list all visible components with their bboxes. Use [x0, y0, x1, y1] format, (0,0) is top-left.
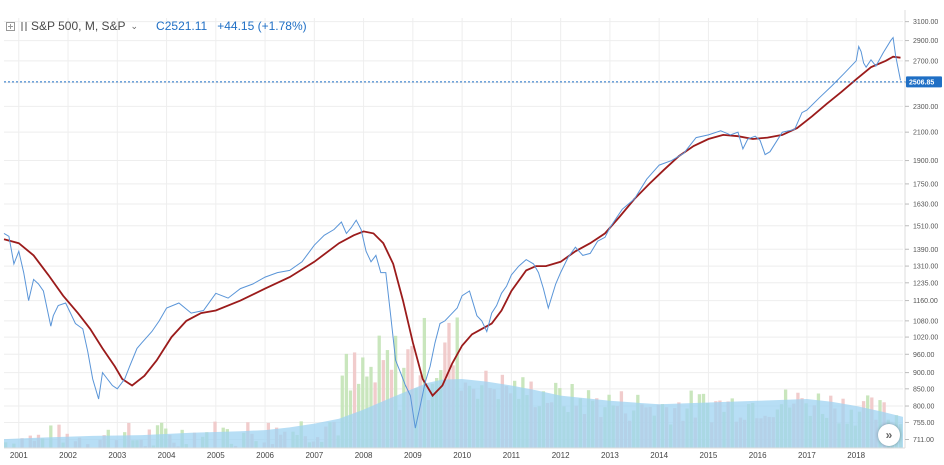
y-tick-label: 800.00: [913, 404, 935, 411]
y-tick-label: 1390.00: [913, 247, 938, 254]
y-tick-label: 850.00: [913, 386, 935, 393]
y-tick-label: 1160.00: [913, 298, 938, 305]
y-axis: 3100.002900.002700.002500.002300.002100.…: [904, 10, 938, 448]
chevron-down-icon[interactable]: ⌄: [130, 20, 139, 31]
x-axis: 2001 2002 2003 2004 2005 2006 2007 2008 2009 2010…: [4, 447, 905, 460]
close-label: C: [156, 19, 165, 33]
y-tick-label: 2700.00: [913, 58, 938, 65]
x-tick-label: 2018: [847, 451, 865, 460]
y-tick-label: 960.00: [913, 352, 935, 359]
x-tick-label: 2003: [108, 451, 126, 460]
price-line: [3, 36, 901, 429]
volume-bar: [49, 425, 53, 448]
close-value: 2521.11: [164, 19, 208, 33]
y-tick-label: 1310.00: [913, 264, 938, 271]
y-tick-label: 711.00: [913, 437, 934, 444]
x-tick-label: 2017: [798, 451, 816, 460]
close-price: C2521.11: [156, 19, 207, 33]
pause-icon[interactable]: [21, 21, 27, 31]
y-tick-label: 1235.00: [913, 280, 938, 287]
volume-bar: [340, 375, 344, 448]
y-tick-label: 1080.00: [913, 318, 938, 325]
volume-bar: [361, 357, 365, 448]
x-tick-label: 2010: [453, 451, 471, 460]
x-tick-label: 2006: [256, 451, 274, 460]
price-change: +44.15 (+1.78%): [217, 19, 307, 33]
y-tick-label: 900.00: [913, 370, 935, 377]
y-tick-label: 2300.00: [913, 104, 938, 111]
y-tick-label: 1750.00: [913, 181, 938, 188]
y-tick-label: 3100.00: [913, 19, 938, 26]
volume-bar: [352, 352, 357, 448]
current-price-badge: 2506.85: [906, 76, 942, 88]
x-tick-label: 2008: [355, 451, 373, 460]
x-tick-label: 2001: [10, 451, 28, 460]
x-tick-label: 2004: [158, 451, 176, 460]
y-tick-label: 1020.00: [913, 335, 938, 342]
current-price-label: 2506.85: [909, 79, 934, 86]
volume-bar: [344, 353, 349, 448]
moving-average-line: [3, 55, 901, 398]
expand-icon[interactable]: [6, 21, 15, 31]
volume-bar: [385, 350, 390, 448]
x-tick-label: 2002: [59, 451, 77, 460]
volume-area: [4, 379, 903, 448]
volume-bar: [57, 424, 61, 448]
y-tick-label: 755.00: [913, 420, 935, 427]
x-tick-label: 2015: [700, 451, 718, 460]
chart-header: S&P 500, M, S&P ⌄ C2521.11 +44.15 (+1.78…: [6, 18, 307, 34]
y-tick-label: 2900.00: [913, 38, 938, 45]
x-tick-label: 2016: [749, 451, 767, 460]
volume-bar: [377, 335, 381, 448]
symbol-label[interactable]: S&P 500, M, S&P: [31, 19, 126, 33]
volume-bar: [393, 335, 398, 448]
x-tick-label: 2007: [305, 451, 323, 460]
x-tick-label: 2013: [601, 451, 619, 460]
x-tick-label: 2011: [503, 451, 521, 460]
x-tick-label: 2005: [207, 451, 225, 460]
y-tick-label: 2100.00: [913, 130, 938, 137]
double-chevron-right-icon: »: [885, 428, 893, 442]
x-tick-label: 2012: [552, 451, 570, 460]
volume-layer: [4, 317, 903, 448]
y-tick-label: 1900.00: [913, 158, 938, 165]
x-tick-label: 2009: [404, 451, 422, 460]
y-tick-label: 1630.00: [913, 202, 938, 209]
y-tick-label: 1510.00: [913, 223, 938, 230]
scroll-to-latest-button[interactable]: »: [878, 424, 900, 446]
x-tick-label: 2014: [650, 451, 668, 460]
